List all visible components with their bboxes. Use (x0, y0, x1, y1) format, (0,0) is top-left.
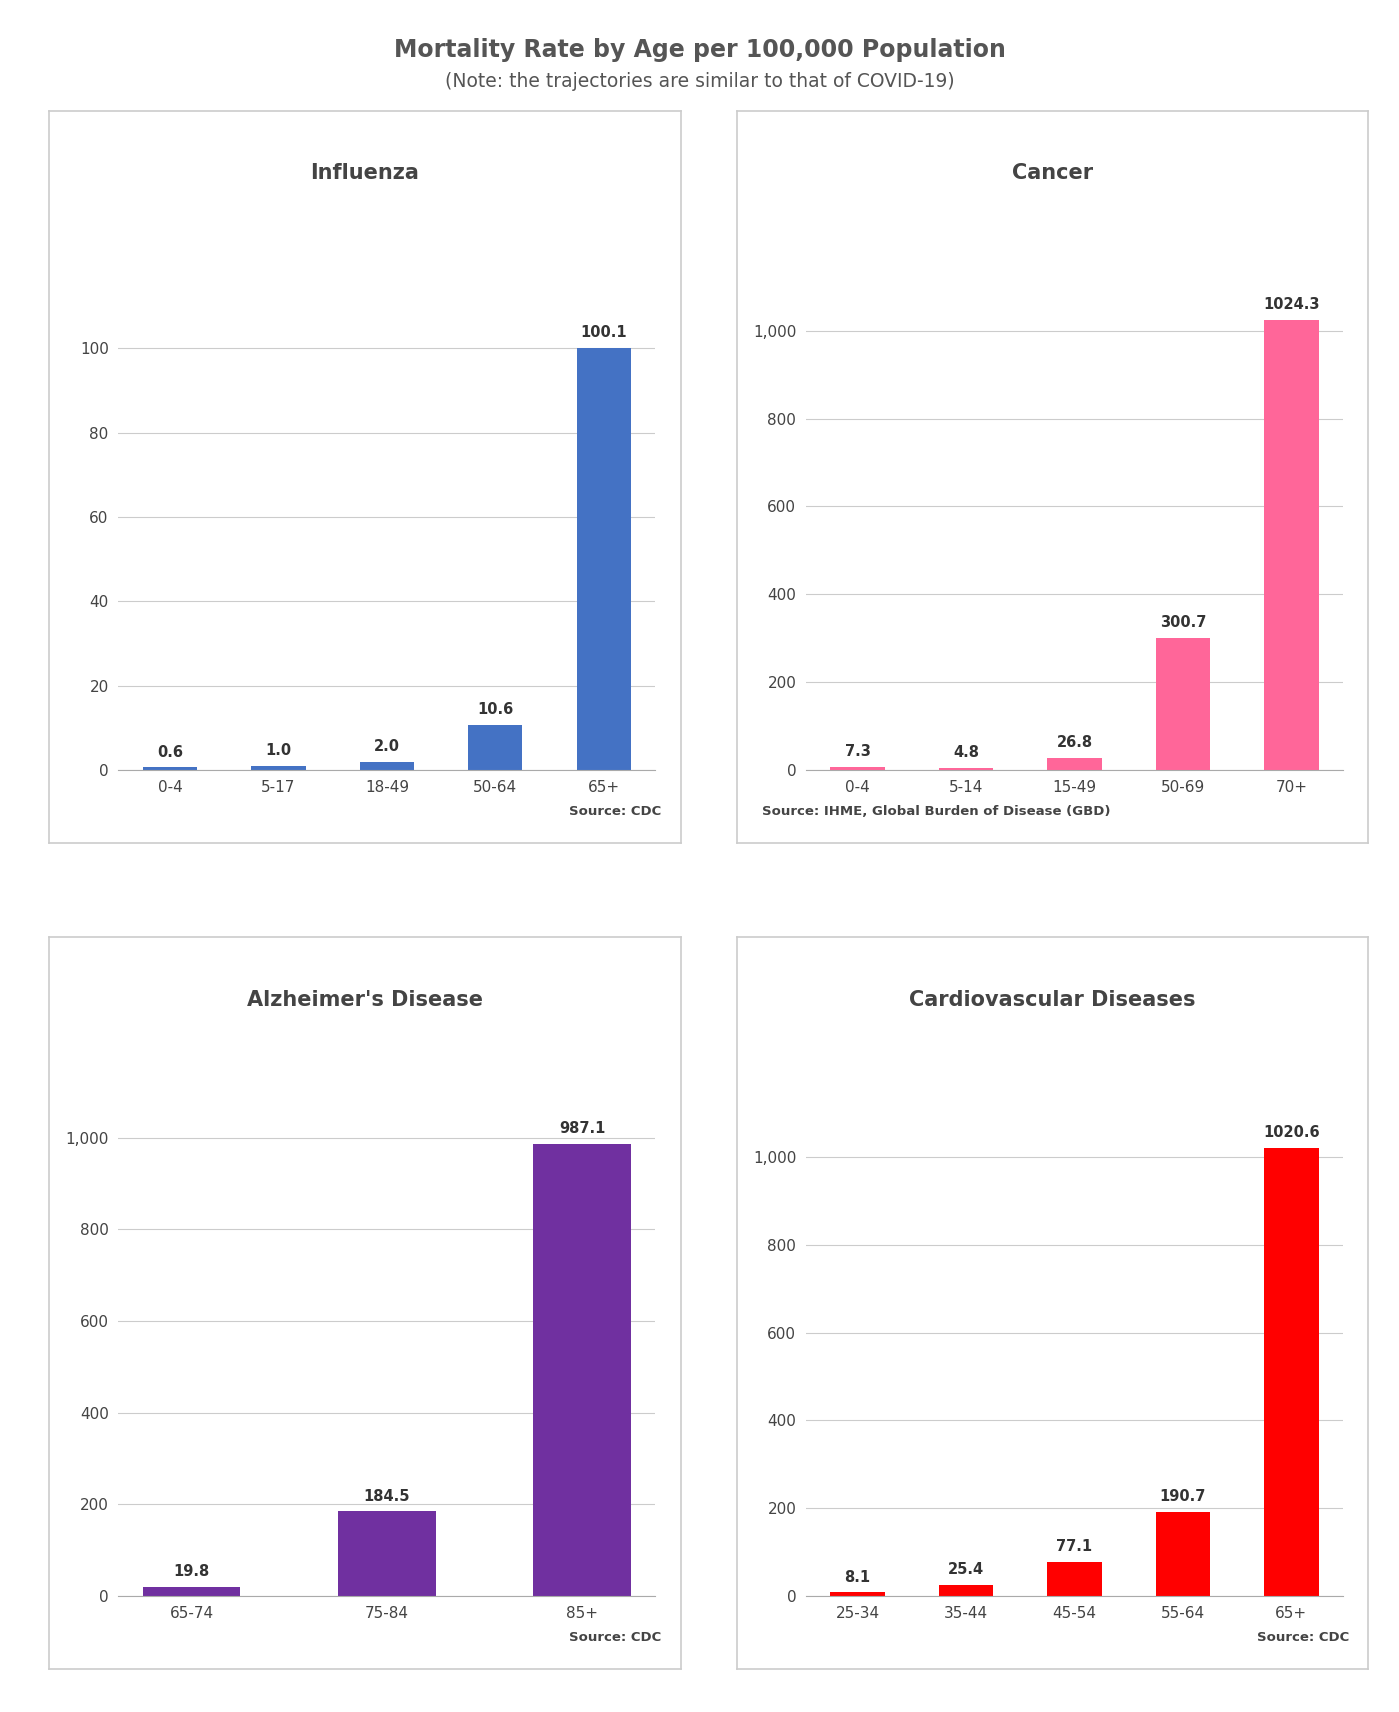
Text: 26.8: 26.8 (1056, 734, 1093, 750)
Text: Source: CDC: Source: CDC (1258, 1630, 1349, 1644)
Text: 1020.6: 1020.6 (1263, 1125, 1319, 1140)
Bar (576, 348, 631, 770)
Text: 1.0: 1.0 (266, 743, 291, 758)
Text: 77.1: 77.1 (1056, 1539, 1093, 1554)
Bar (1265, 1147, 1318, 1596)
Text: 0.6: 0.6 (157, 745, 183, 760)
Text: 19.8: 19.8 (173, 1565, 210, 1578)
Text: 8.1: 8.1 (845, 1570, 870, 1585)
Bar (831, 1592, 884, 1596)
Text: Mortality Rate by Age per 100,000 Population: Mortality Rate by Age per 100,000 Popula… (393, 38, 1006, 62)
Bar (143, 767, 197, 770)
Bar (143, 1587, 241, 1596)
Bar (469, 726, 522, 770)
Text: 184.5: 184.5 (364, 1488, 410, 1503)
Text: 100.1: 100.1 (581, 325, 627, 341)
Text: 300.7: 300.7 (1160, 615, 1206, 630)
Text: (Note: the trajectories are similar to that of COVID-19): (Note: the trajectories are similar to t… (445, 72, 954, 91)
Text: Source: IHME, Global Burden of Disease (GBD): Source: IHME, Global Burden of Disease (… (762, 805, 1111, 818)
Text: 2.0: 2.0 (374, 738, 400, 753)
Text: Influenza: Influenza (311, 163, 420, 183)
Bar (533, 1144, 631, 1596)
Bar (1048, 1561, 1101, 1596)
Bar (1265, 320, 1318, 770)
Bar (831, 767, 884, 770)
Bar (939, 769, 993, 770)
Text: 25.4: 25.4 (949, 1561, 983, 1577)
Text: 987.1: 987.1 (560, 1121, 606, 1135)
Text: 1024.3: 1024.3 (1263, 298, 1319, 312)
Bar (1048, 758, 1101, 770)
Text: 4.8: 4.8 (953, 745, 979, 760)
Bar (339, 1512, 435, 1596)
Text: Source: CDC: Source: CDC (569, 1630, 662, 1644)
Text: Alzheimer's Disease: Alzheimer's Disease (246, 990, 483, 1010)
Text: Cardiovascular Diseases: Cardiovascular Diseases (909, 990, 1196, 1010)
Text: 190.7: 190.7 (1160, 1489, 1206, 1505)
Bar (939, 1585, 993, 1596)
Text: Source: CDC: Source: CDC (569, 805, 662, 818)
Bar (1156, 1512, 1210, 1596)
Bar (252, 765, 305, 770)
Bar (360, 762, 414, 770)
Text: 10.6: 10.6 (477, 702, 513, 717)
Text: 7.3: 7.3 (845, 743, 870, 758)
Text: Cancer: Cancer (1011, 163, 1093, 183)
Bar (1156, 639, 1210, 770)
